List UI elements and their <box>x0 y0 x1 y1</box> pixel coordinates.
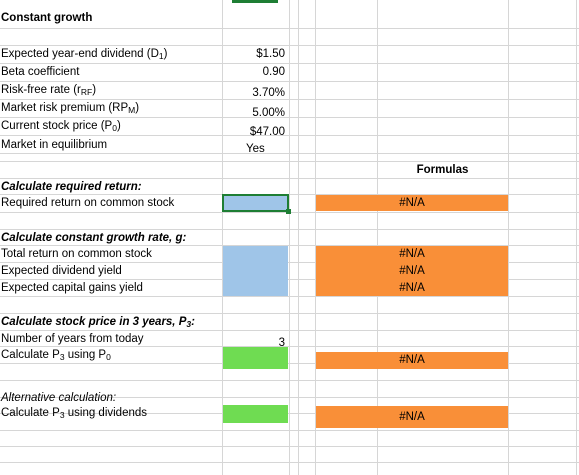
input-value-market-risk[interactable]: 5.00% <box>252 107 285 119</box>
input-label-equilibrium: Market in equilibrium <box>1 139 108 151</box>
input-value-equilibrium[interactable]: Yes <box>246 143 265 155</box>
growth-input-cells[interactable] <box>223 246 288 296</box>
input-label-risk-free: Risk-free rate (rRF) <box>1 84 97 97</box>
input-value-risk-free[interactable]: 3.70% <box>252 87 285 99</box>
required-return-label: Required return on common stock <box>1 197 175 209</box>
capital-gains-label: Expected capital gains yield <box>1 282 143 294</box>
alternative-heading: Alternative calculation: <box>1 392 117 404</box>
column-header-marker <box>232 0 278 3</box>
total-return-formula: #N/A <box>399 248 425 260</box>
p3-using-p0-label: Calculate P3 using P0 <box>1 349 111 362</box>
required-return-formula[interactable]: #N/A <box>316 195 508 211</box>
formulas-header: Formulas <box>416 164 469 176</box>
required-return-input-cell[interactable] <box>222 194 289 212</box>
total-return-label: Total return on common stock <box>1 248 152 260</box>
capital-gains-formula: #N/A <box>399 282 425 294</box>
input-value-dividend[interactable]: $1.50 <box>256 48 285 60</box>
p3-dividends-label: Calculate P3 using dividends <box>1 407 148 420</box>
fill-handle[interactable] <box>286 209 291 214</box>
sheet-title: Constant growth <box>1 12 93 24</box>
required-return-heading: Calculate required return: <box>1 181 142 193</box>
growth-formula-block[interactable] <box>316 246 508 296</box>
years-label: Number of years from today <box>1 333 144 345</box>
p3-dividends-formula[interactable]: #N/A <box>316 406 508 428</box>
dividend-yield-formula: #N/A <box>399 265 425 277</box>
price-heading: Calculate stock price in 3 years, P3: <box>1 316 195 329</box>
input-value-beta[interactable]: 0.90 <box>262 66 285 78</box>
p3-formula[interactable]: #N/A <box>316 352 508 369</box>
input-label-market-risk: Market risk premium (RPM) <box>1 102 140 115</box>
input-label-beta: Beta coefficient <box>1 66 80 78</box>
p3-dividends-input-cell[interactable] <box>223 405 288 423</box>
input-value-stock-price[interactable]: $47.00 <box>249 126 285 138</box>
p3-input-cell[interactable] <box>223 347 288 369</box>
growth-heading: Calculate constant growth rate, g: <box>1 232 187 244</box>
years-value[interactable]: 3 <box>278 337 285 349</box>
dividend-yield-label: Expected dividend yield <box>1 265 122 277</box>
input-label-dividend: Expected year-end dividend (D1) <box>1 48 168 61</box>
input-label-stock-price: Current stock price (P0) <box>1 120 121 133</box>
